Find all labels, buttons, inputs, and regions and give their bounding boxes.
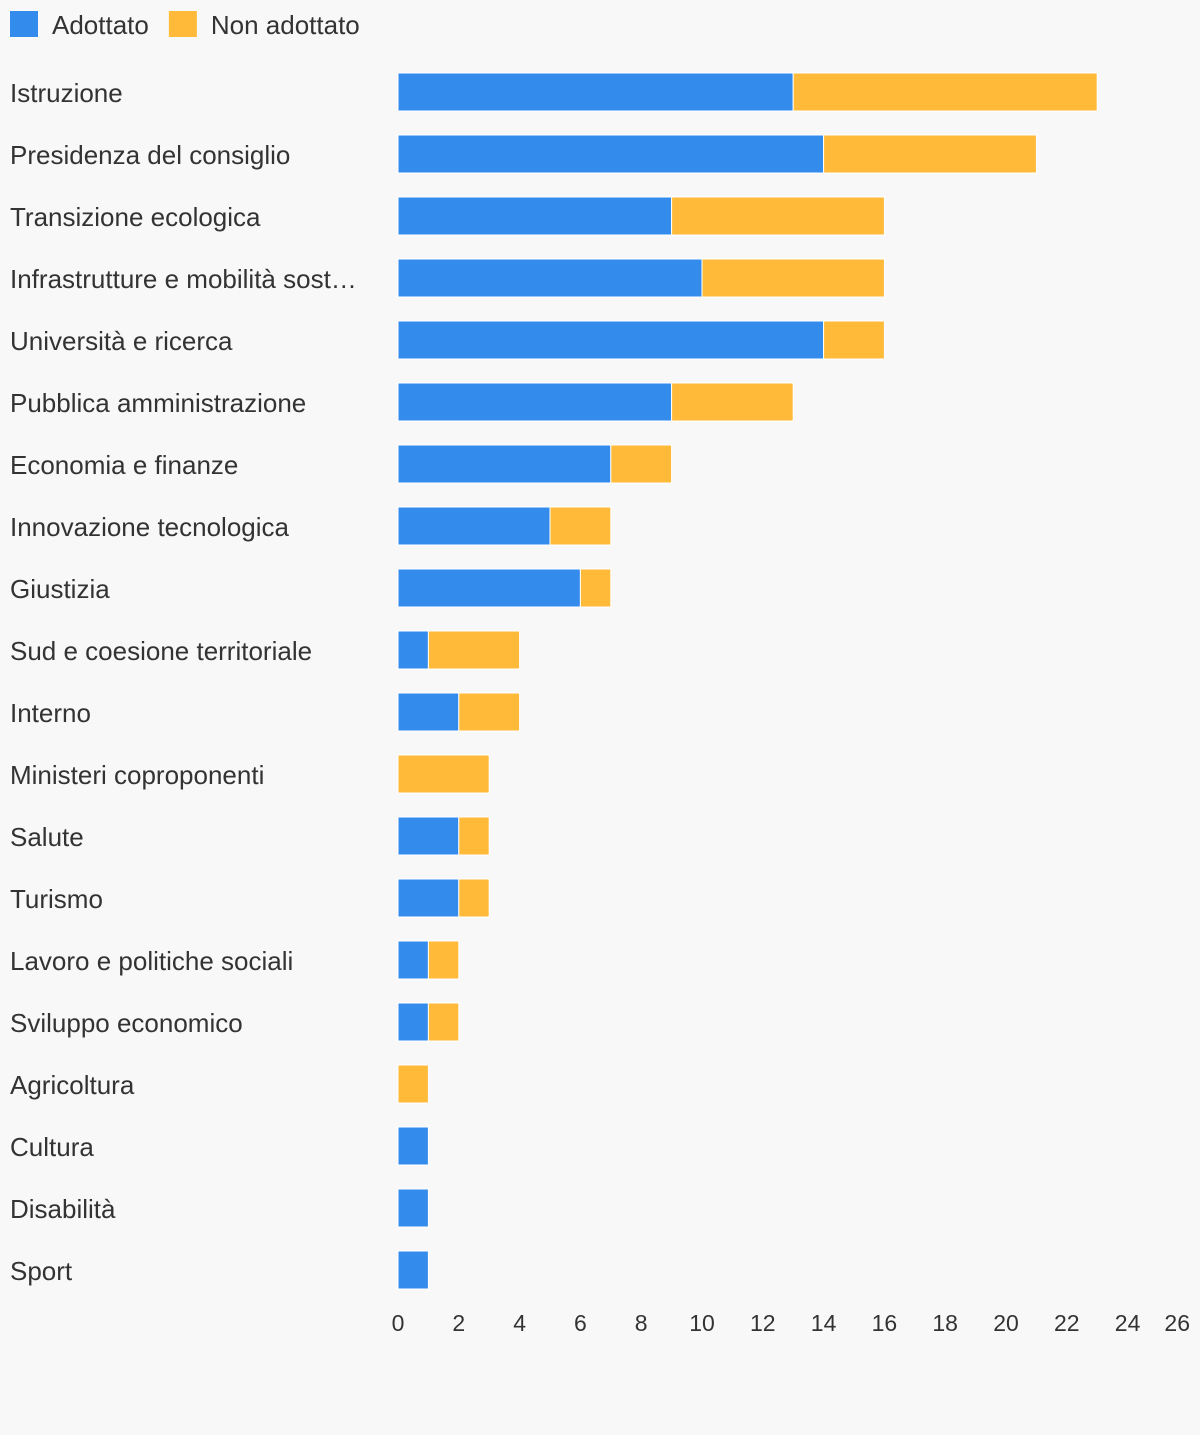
x-tick-label: 8 (635, 1310, 648, 1336)
category-label: Lavoro e politiche sociali (10, 946, 293, 976)
bar-non-adottato-transizione-ecologica (671, 196, 885, 236)
bar-non-adottato-salute (458, 816, 490, 856)
bar-adottato-sviluppo-economico (397, 1002, 429, 1042)
bar-adottato-interno (397, 692, 460, 732)
bar-non-adottato-pubblica-amministrazione (671, 382, 794, 422)
legend-swatch-non-adottato (168, 11, 197, 37)
category-label: Giustizia (10, 574, 110, 604)
bar-non-adottato-giustizia (579, 568, 612, 608)
bar-adottato-transizione-ecologica (397, 196, 673, 236)
bar-non-adottato-economia-e-finanze (610, 444, 673, 484)
bar-non-adottato-infrastrutture-e-mobilita-sost (701, 258, 885, 298)
category-label: Infrastrutture e mobilità sost… (10, 264, 357, 294)
bar-adottato-salute (397, 816, 460, 856)
bar-adottato-economia-e-finanze (397, 444, 612, 484)
bar-adottato-innovazione-tecnologica (397, 506, 551, 546)
bar-adottato-pubblica-amministrazione (397, 382, 673, 422)
bar-adottato-sport (397, 1250, 429, 1290)
bar-non-adottato-ministeri-coproponenti (397, 754, 490, 794)
bar-adottato-infrastrutture-e-mobilita-sost (397, 258, 703, 298)
category-label: Transizione ecologica (10, 202, 261, 232)
category-labels: Istruzione Presidenza del consiglio Transi… (10, 78, 357, 1286)
category-label: Sviluppo economico (10, 1008, 243, 1038)
category-label: Agricoltura (10, 1070, 135, 1100)
x-tick-label: 2 (452, 1310, 465, 1336)
bar-non-adottato-istruzione (792, 72, 1098, 112)
bar-non-adottato-sviluppo-economico (427, 1002, 460, 1042)
x-tick-label: 20 (993, 1310, 1019, 1336)
x-tick-label: 0 (392, 1310, 405, 1336)
bar-non-adottato-interno (458, 692, 521, 732)
x-tick-label: 16 (872, 1310, 898, 1336)
x-tick-label: 10 (689, 1310, 715, 1336)
legend-label-non-adottato: Non adottato (211, 10, 360, 40)
legend-label-adottato: Adottato (52, 10, 149, 40)
bar-non-adottato-sud-e-coesione-territoriale (427, 630, 521, 670)
category-label: Pubblica amministrazione (10, 388, 306, 418)
bar-adottato-istruzione (397, 72, 794, 112)
x-tick-label: 22 (1054, 1310, 1080, 1336)
x-tick-label: 6 (574, 1310, 587, 1336)
bars (397, 72, 1098, 1290)
category-label: Istruzione (10, 78, 123, 108)
bar-adottato-universita-e-ricerca (397, 320, 825, 360)
x-axis: 0 2 4 6 8 10 12 14 16 18 20 22 24 26 (392, 1310, 1190, 1336)
category-label: Innovazione tecnologica (10, 512, 290, 542)
category-label: Turismo (10, 884, 103, 914)
category-label: Salute (10, 822, 84, 852)
bar-adottato-cultura (397, 1126, 429, 1166)
x-tick-label: 26 (1164, 1310, 1190, 1336)
bar-adottato-sud-e-coesione-territoriale (397, 630, 429, 670)
bar-adottato-presidenza-del-consiglio (397, 134, 825, 174)
category-label: Interno (10, 698, 91, 728)
category-label: Cultura (10, 1132, 94, 1162)
bar-non-adottato-universita-e-ricerca (823, 320, 885, 360)
category-label: Ministeri coproponenti (10, 760, 264, 790)
bar-non-adottato-turismo (458, 878, 490, 918)
bar-adottato-disabilita (397, 1188, 429, 1228)
legend: Adottato Non adottato (10, 10, 360, 40)
x-tick-label: 14 (811, 1310, 837, 1336)
bar-non-adottato-innovazione-tecnologica (549, 506, 612, 546)
bar-non-adottato-agricoltura (397, 1064, 429, 1104)
bar-non-adottato-presidenza-del-consiglio (823, 134, 1037, 174)
category-label: Sud e coesione territoriale (10, 636, 312, 666)
bar-adottato-turismo (397, 878, 460, 918)
category-label: Università e ricerca (10, 326, 233, 356)
bar-non-adottato-lavoro-e-politiche-sociali (427, 940, 460, 980)
x-tick-label: 4 (513, 1310, 526, 1336)
x-tick-label: 12 (750, 1310, 776, 1336)
category-label: Disabilità (10, 1194, 116, 1224)
category-label: Economia e finanze (10, 450, 238, 480)
bar-adottato-lavoro-e-politiche-sociali (397, 940, 429, 980)
x-tick-label: 24 (1115, 1310, 1141, 1336)
legend-swatch-adottato (10, 11, 38, 37)
category-label: Sport (10, 1256, 73, 1286)
x-tick-label: 18 (932, 1310, 958, 1336)
bar-adottato-giustizia (397, 568, 581, 608)
category-label: Presidenza del consiglio (10, 140, 290, 170)
